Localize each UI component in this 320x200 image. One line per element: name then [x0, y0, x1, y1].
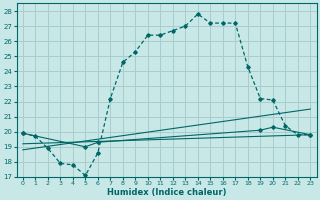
X-axis label: Humidex (Indice chaleur): Humidex (Indice chaleur)	[107, 188, 226, 197]
